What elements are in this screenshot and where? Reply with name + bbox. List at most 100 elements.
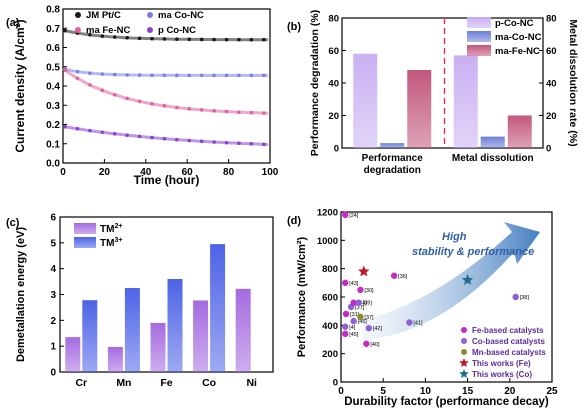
panel-a-series-point (137, 99, 142, 104)
panel-c-category-label: Cr (75, 377, 87, 389)
panel-d-legend-marker (461, 349, 467, 355)
panel-d-point-label: [45] (358, 319, 368, 325)
panel-c-bar (167, 279, 183, 372)
panel-a-xlabel: Time (hour) (134, 173, 200, 187)
panel-d-legend-label: Co-based catalysts (472, 337, 545, 346)
panel-c-legend-swatch (74, 237, 96, 248)
panel-d-ylabel: Performance (mW/cm²) (296, 236, 308, 357)
panel-a-series-point (212, 73, 216, 78)
panel-a-series-point (162, 104, 167, 108)
panel-b-bar (353, 53, 378, 148)
panel-a-series-point (125, 73, 129, 77)
panel-a-legend-label: ma Fe-NC (86, 25, 130, 36)
panel-d-point-label: [36] (398, 274, 408, 280)
panel-b-ytick-label-left: 40 (328, 79, 339, 90)
panel-a-series-point (237, 141, 241, 146)
panel-a-series-point (150, 135, 154, 140)
panel-d-point (342, 330, 349, 338)
panel-a-legend-label: ma Co-NC (158, 10, 204, 21)
panel-a-series-point (150, 36, 154, 41)
panel-d-point (342, 310, 350, 318)
panel-d-xtick-label: 5 (380, 386, 386, 397)
panel-d-point (342, 279, 349, 287)
panel-a-series-0 (62, 28, 268, 42)
panel-a-series-point (199, 108, 204, 112)
panel-c-ytick-label: 4 (50, 264, 56, 275)
panel-d-point (350, 317, 357, 325)
panel-a-series-point (212, 109, 216, 113)
panel-a-series-line (62, 124, 268, 146)
panel-d-point (357, 286, 364, 294)
panel-a-series-point (63, 68, 67, 72)
panel-a-legend-label: JM Pt/C (86, 10, 121, 21)
panel-d-point-label: [40] (370, 342, 380, 348)
panel-d-point-label: [45] (349, 332, 359, 338)
panel-b-ytick-label-right: 80 (546, 14, 557, 25)
panel-a-series-point (249, 142, 254, 146)
panel-a-series-point (100, 130, 105, 135)
panel-a-series-2 (62, 67, 268, 115)
panel-d-legend-marker (459, 369, 469, 379)
panel-b-ylabel-right: Metal dissolution rate (%) (567, 19, 579, 146)
panel-b-legend-label: ma-Co-NC (495, 32, 542, 43)
panel-d-ytick-label: 1200 (317, 208, 338, 219)
panel-a-xtick-label: 100 (262, 167, 279, 178)
panel-d-point (512, 293, 519, 301)
panel-a-xtick-label: 40 (140, 167, 152, 178)
panel-a-legend-label: p Co-NC (158, 25, 196, 36)
panel-c-ytick-label: 3 (50, 290, 56, 301)
panel-d: (d) 0 200 400 600 800 1000 1200 0 5 10 15 20 25Durabi… (287, 208, 558, 409)
panel-c-ytick-label: 2 (50, 316, 56, 327)
panel-d-xtick-label: 10 (420, 386, 432, 397)
panel-b-legend-label: p-Co-NC (495, 18, 534, 29)
panel-c-bar (124, 288, 140, 372)
panel-d-ytick-label: 200 (322, 349, 338, 360)
panel-a-series-point (63, 28, 67, 33)
panel-a-series-point (249, 73, 254, 78)
panel-d-trend-arrow (363, 222, 540, 340)
panel-c-category-label: Co (202, 377, 216, 389)
panel-b-category-label: Metal dissolution (452, 153, 534, 164)
panel-a-series-point (125, 133, 129, 137)
panel-a-xtick-label: 0 (60, 167, 66, 178)
panel-c-category-label: Mn (116, 377, 131, 389)
panel-b-ytick-label-right: 0 (546, 144, 551, 155)
panel-c-bar (65, 337, 81, 372)
panel-d-annotation: High (442, 231, 467, 243)
panel-c-legend-label: TM2+ (100, 223, 122, 235)
panel-b-ytick-label-right: 40 (546, 79, 557, 90)
panel-d-xtick-label: 15 (462, 386, 474, 397)
panel-d-point (390, 272, 398, 279)
panel-a-ytick-label: 0.6 (46, 43, 60, 54)
panel-a-xtick-label: 80 (223, 167, 235, 178)
panel-a-series-point (125, 35, 129, 40)
panel-d-point-label: [43] (349, 281, 359, 287)
panel-a-series-point (150, 102, 154, 106)
panel-a-series-point (212, 37, 216, 42)
panel-d-point-label: [38] (520, 295, 530, 301)
panel-b-category-label: degradation (364, 165, 421, 176)
panel-b-legend-swatch (467, 31, 491, 42)
panel-c: (c) 0 1 2 3 4 5 6 Demetallation energy (eV) Cr Mn F… (6, 213, 274, 389)
panel-a-series-point (112, 132, 117, 136)
panel-b-ytick-label-left: 0 (334, 144, 339, 155)
panel-a-series-point (199, 73, 204, 78)
panel-b-ytick-label-left: 80 (328, 14, 339, 25)
panel-a-series-point (199, 139, 204, 144)
panel-a-ytick-label: 0.2 (46, 120, 60, 131)
panel-b-legend-label: ma-Fe-NC (495, 46, 540, 57)
panel-c-label: (c) (6, 217, 20, 229)
panel-b-ytick-label-left: 60 (328, 46, 339, 57)
panel-c-bar (210, 244, 226, 372)
panel-c-ytick-label: 1 (50, 342, 56, 353)
panel-d-point-star (461, 274, 474, 285)
panel-d-ytick-label: 600 (322, 293, 338, 304)
panel-b-ytick-label-right: 20 (546, 111, 557, 122)
panel-b-category-label: Performance (362, 153, 424, 164)
panel-a-series-point (175, 73, 179, 78)
panel-d-annotation: stability & performance (412, 246, 534, 258)
panel-c-bar (150, 322, 166, 372)
panel-a-legend-marker (75, 12, 81, 18)
panel-a-ytick-label: 0.8 (46, 5, 60, 16)
panel-d-ytick-label: 1000 (317, 236, 338, 247)
